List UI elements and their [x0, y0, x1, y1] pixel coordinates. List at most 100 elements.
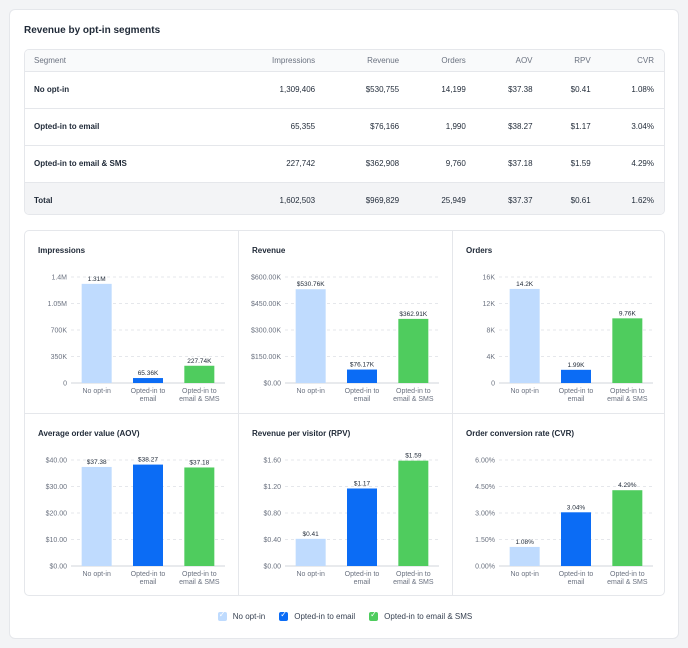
cell-orders: 25,949: [409, 182, 476, 214]
cell-segment: No opt-in: [25, 71, 223, 109]
y-tick-label: $600.00K: [251, 275, 281, 282]
x-tick-label: Opted-in to: [559, 571, 594, 578]
cell-rpv: $0.61: [542, 182, 601, 214]
y-tick-label: 8K: [486, 328, 495, 335]
x-tick-label: email & SMS: [607, 579, 648, 586]
col-aov[interactable]: AOV: [475, 50, 543, 72]
bar: [398, 318, 429, 383]
data-label: $37.38: [87, 459, 107, 466]
cell-impressions: 65,355: [222, 108, 326, 146]
col-orders[interactable]: Orders: [409, 50, 476, 72]
y-tick-label: $0.00: [49, 564, 67, 571]
x-tick-label: email: [568, 396, 585, 403]
chart-svg: 0.00% 1.50% 3.00% 4.50% 6.00% 1.08% No opt-in 3…: [475, 458, 653, 586]
chart-revenue: Revenue $0.00 $150.00K $300.00K $450.00K $60…: [239, 231, 453, 414]
y-tick-label: $0.00: [263, 564, 281, 571]
x-tick-label: Opted-in to: [610, 571, 645, 578]
data-label: 9.76K: [619, 310, 637, 317]
data-label: 14.2K: [516, 281, 534, 288]
chart-svg: $0.00 $0.40 $0.80 $1.20 $1.60 $0.41 No opt-in $…: [263, 453, 439, 586]
cell-impressions: 1,309,406: [222, 71, 326, 109]
col-cvr[interactable]: CVR: [600, 50, 664, 72]
table-row: Opted-in to email 65,355 $76,166 1,990 $…: [25, 108, 664, 146]
chart-title: Average order value (AOV): [38, 429, 140, 438]
table-header-row: Segment Impressions Revenue Orders AOV R…: [25, 50, 664, 72]
legend-item-email[interactable]: Opted-in to email: [279, 610, 356, 621]
chart-svg: 0 4K 8K 12K 16K 14.2K No opt-in 1.99K Opted-in t…: [483, 275, 653, 403]
y-tick-label: 3.00%: [475, 511, 495, 518]
data-label: $1.17: [354, 480, 371, 487]
legend-label: Opted-in to email: [294, 612, 356, 621]
x-tick-label: email: [140, 396, 157, 403]
chart-orders: Orders 0 4K 8K 12K 16K 14.2K No opt-in 1.99K Opt…: [453, 231, 664, 414]
bar: [295, 538, 326, 566]
x-tick-label: email: [568, 579, 585, 586]
cell-cvr: 3.04%: [600, 108, 664, 146]
bar: [184, 365, 215, 383]
cell-rpv: $0.41: [542, 71, 601, 109]
x-tick-label: Opted-in to: [396, 571, 431, 578]
x-tick-label: No opt-in: [82, 571, 111, 578]
y-tick-label: $40.00: [46, 458, 68, 465]
x-tick-label: email & SMS: [393, 396, 434, 403]
cell-rpv: $1.59: [542, 145, 601, 183]
data-label: 227.74K: [187, 358, 212, 365]
col-revenue[interactable]: Revenue: [325, 50, 410, 72]
y-tick-label: 1.4M: [51, 275, 67, 282]
y-tick-label: 700K: [51, 328, 68, 335]
cell-rpv: $1.17: [542, 108, 601, 146]
chart-svg: $0.00 $150.00K $300.00K $450.00K $600.00K $53…: [251, 275, 439, 403]
y-tick-label: $20.00: [46, 511, 68, 518]
cell-revenue: $530,755: [325, 71, 410, 109]
data-label: 4.29%: [618, 482, 637, 489]
legend-item-email-sms[interactable]: Opted-in to email & SMS: [369, 610, 472, 621]
bar: [612, 318, 643, 383]
bar: [509, 288, 540, 383]
chart-cvr: Order conversion rate (CVR) 0.00% 1.50% 3.…: [453, 414, 664, 595]
y-tick-label: 16K: [483, 275, 496, 282]
data-label: 1.31M: [88, 276, 106, 283]
chart-aov: Average order value (AOV) $0.00 $10.00 $20…: [25, 414, 239, 595]
bar: [561, 369, 591, 383]
data-label: 65.36K: [138, 370, 159, 377]
x-tick-label: No opt-in: [82, 388, 111, 395]
x-tick-label: email: [354, 579, 371, 586]
checkbox-icon[interactable]: [279, 610, 289, 621]
cell-cvr: 4.29%: [600, 145, 664, 183]
x-tick-label: email: [354, 396, 371, 403]
checkbox-icon[interactable]: [369, 610, 379, 621]
cell-orders: 14,199: [409, 71, 476, 109]
x-tick-label: Opted-in to: [610, 388, 645, 395]
chart-svg: $0.00 $10.00 $20.00 $30.00 $40.00 $37.38 No op…: [46, 457, 225, 586]
bar: [184, 467, 215, 566]
x-tick-label: email: [140, 579, 157, 586]
y-tick-label: $1.60: [263, 458, 281, 465]
bar: [133, 378, 163, 383]
bar: [509, 546, 540, 566]
y-tick-label: 1.50%: [475, 537, 495, 544]
y-tick-label: 350K: [51, 354, 68, 361]
x-tick-label: Opted-in to: [396, 388, 431, 395]
chart-title: Orders: [466, 246, 493, 255]
y-tick-label: 1.05M: [48, 301, 68, 308]
bar: [81, 466, 112, 566]
y-tick-label: 0.00%: [475, 564, 495, 571]
bar: [398, 460, 429, 566]
cell-cvr: 1.62%: [600, 182, 664, 214]
data-label: $38.27: [138, 457, 158, 464]
y-tick-label: 4K: [486, 354, 495, 361]
cell-orders: 1,990: [409, 108, 476, 146]
y-tick-label: $0.40: [263, 537, 281, 544]
x-tick-label: No opt-in: [296, 571, 325, 578]
cell-segment: Opted-in to email: [25, 108, 223, 146]
legend-item-no-opt-in[interactable]: No opt-in: [217, 610, 265, 621]
col-impressions[interactable]: Impressions: [222, 50, 326, 72]
bar: [347, 369, 377, 383]
chart-title: Revenue per visitor (RPV): [252, 429, 351, 438]
chart-rpv: Revenue per visitor (RPV) $0.00 $0.40 $0.8…: [239, 414, 453, 595]
data-label: 1.99K: [568, 362, 586, 369]
col-segment[interactable]: Segment: [25, 50, 223, 72]
checkbox-icon[interactable]: [217, 610, 227, 621]
col-rpv[interactable]: RPV: [542, 50, 601, 72]
x-tick-label: email & SMS: [607, 396, 648, 403]
